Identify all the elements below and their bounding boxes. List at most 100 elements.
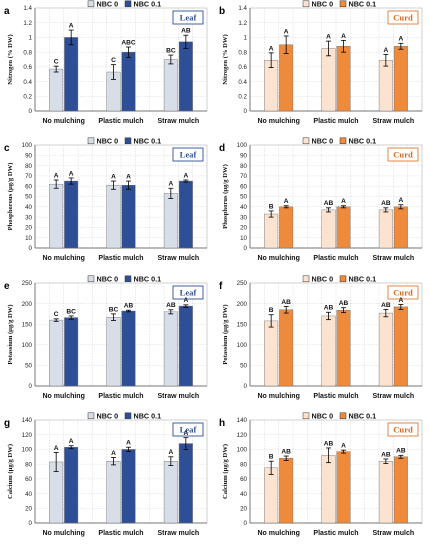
significance-letter: A <box>126 173 131 180</box>
x-tick-label: Plastic mulch <box>313 255 358 262</box>
x-tick-label: No mulching <box>42 530 84 537</box>
legend-swatch <box>302 412 310 420</box>
tissue-tag: Leaf <box>180 149 197 159</box>
significance-letter: AB <box>181 28 191 35</box>
panel-label: g <box>4 418 10 429</box>
bar <box>163 193 178 249</box>
significance-letter: A <box>183 430 188 437</box>
bar <box>393 306 408 387</box>
bar <box>336 46 351 112</box>
bar <box>163 59 178 112</box>
bar <box>49 183 64 249</box>
panel-label: d <box>219 143 225 154</box>
tissue-tag-box <box>387 10 419 25</box>
x-tick-label: Plastic mulch <box>98 255 143 262</box>
significance-letter: AB <box>281 299 291 306</box>
panel-c: c 0 10 20 30 40 50 60 70 80 90 100 Phosphorous (µg/g… <box>4 136 208 262</box>
y-tick-label: 70 <box>240 173 247 180</box>
bar <box>378 209 393 249</box>
bar <box>321 455 336 524</box>
x-tick-label: Plastic mulch <box>313 530 358 537</box>
bar <box>121 310 136 387</box>
x-tick-label: No mulching <box>42 118 84 125</box>
legend-label: NBC 0 <box>312 136 334 145</box>
significance-letter: BC <box>109 306 119 313</box>
bar <box>264 320 279 387</box>
y-tick-label: 140 <box>237 417 248 424</box>
y-tick-label: 0.8 <box>23 49 32 56</box>
y-tick-label: 20 <box>25 225 32 232</box>
y-tick-label: 60 <box>240 183 247 190</box>
panel-label: c <box>4 143 10 154</box>
significance-letter: C <box>54 59 59 66</box>
y-tick-label: 90 <box>240 153 247 160</box>
bar <box>121 449 136 524</box>
x-tick-label: Straw mulch <box>158 118 200 125</box>
legend-swatch <box>339 412 347 420</box>
legend-label: NBC 0.1 <box>134 411 162 420</box>
y-tick-label: 0 <box>244 108 248 115</box>
significance-letter: A <box>269 45 274 52</box>
legend-label: NBC 0.1 <box>349 136 377 145</box>
bar <box>393 206 408 249</box>
y-tick-label: 10 <box>25 235 32 242</box>
y-tick-label: 90 <box>25 153 32 160</box>
bar <box>336 451 351 524</box>
tissue-tag: Curd <box>393 424 413 434</box>
panel-d: d 0 10 20 30 40 50 60 70 80 90 100 Phosphorus (µg/g … <box>219 136 423 262</box>
panel-e: e 0 50 100 150 200 250 Potassium (µg/g DW) NBC 0… <box>4 274 208 400</box>
y-axis-label: Phosphorous (µg/g DW) <box>7 163 14 231</box>
bar <box>321 48 336 112</box>
significance-letter: AB <box>324 305 334 312</box>
bar <box>106 461 121 524</box>
bar <box>64 37 79 112</box>
significance-letter: A <box>341 33 346 40</box>
legend-label: NBC 0.1 <box>349 411 377 420</box>
bar <box>279 206 294 249</box>
x-tick-label: Straw mulch <box>158 255 200 262</box>
x-tick-label: Straw mulch <box>373 530 415 537</box>
panel-f: f 0 50 100 150 200 250 Potassium (µg/g DW) NBC 0… <box>219 274 423 400</box>
y-tick-label: 1 <box>244 35 248 42</box>
tissue-tag-box <box>387 285 419 300</box>
panel-b: b 0 0.2 0.4 0.6 0.8 1 1.2 1.4 Nitrogen (% DW) NBC … <box>219 0 423 125</box>
bar <box>378 60 393 112</box>
y-tick-label: 0.6 <box>23 64 32 71</box>
bar <box>264 213 279 249</box>
bar <box>178 180 193 249</box>
y-tick-label: 0 <box>29 383 33 390</box>
significance-letter: A <box>126 440 131 447</box>
significance-letter: BC <box>166 47 176 54</box>
y-axis-label: Calcium (µg/g DW) <box>222 444 229 499</box>
legend-swatch <box>124 0 132 8</box>
significance-letter: A <box>69 22 74 29</box>
legend-label: NBC 0 <box>97 0 119 8</box>
significance-letter: A <box>69 170 74 177</box>
tissue-tag-box <box>172 422 204 437</box>
panel-a: a 0 0.2 0.4 0.6 0.8 1 1.2 1.4 Nitrogen (% DW) NBC … <box>4 0 208 125</box>
y-tick-label: 40 <box>240 204 247 211</box>
y-tick-label: 100 <box>237 142 248 149</box>
legend-swatch <box>302 275 310 283</box>
y-tick-label: 0.8 <box>238 49 247 56</box>
y-tick-label: 30 <box>25 214 32 221</box>
tissue-tag: Curd <box>393 287 413 297</box>
legend-swatch <box>339 275 347 283</box>
significance-letter: B <box>269 307 274 314</box>
y-axis-label: Phosphorus (µg/g DW) <box>222 164 229 229</box>
y-tick-label: 40 <box>25 491 32 498</box>
significance-letter: A <box>183 297 188 304</box>
y-tick-label: 40 <box>240 491 247 498</box>
panel-label: e <box>4 281 10 292</box>
legend-label: NBC 0 <box>97 411 119 420</box>
panel-h: h 0 20 40 60 80 100 120 140 Calcium (µg/g DW) NBC … <box>219 411 423 537</box>
significance-letter: A <box>54 172 59 179</box>
bar <box>178 41 193 112</box>
legend-swatch <box>124 412 132 420</box>
y-axis-label: Calcium (µg/g DW) <box>7 444 14 499</box>
tissue-tag: Curd <box>393 12 413 22</box>
significance-letter: C <box>111 57 116 64</box>
x-tick-label: Straw mulch <box>158 393 200 400</box>
significance-letter: A <box>111 450 116 457</box>
